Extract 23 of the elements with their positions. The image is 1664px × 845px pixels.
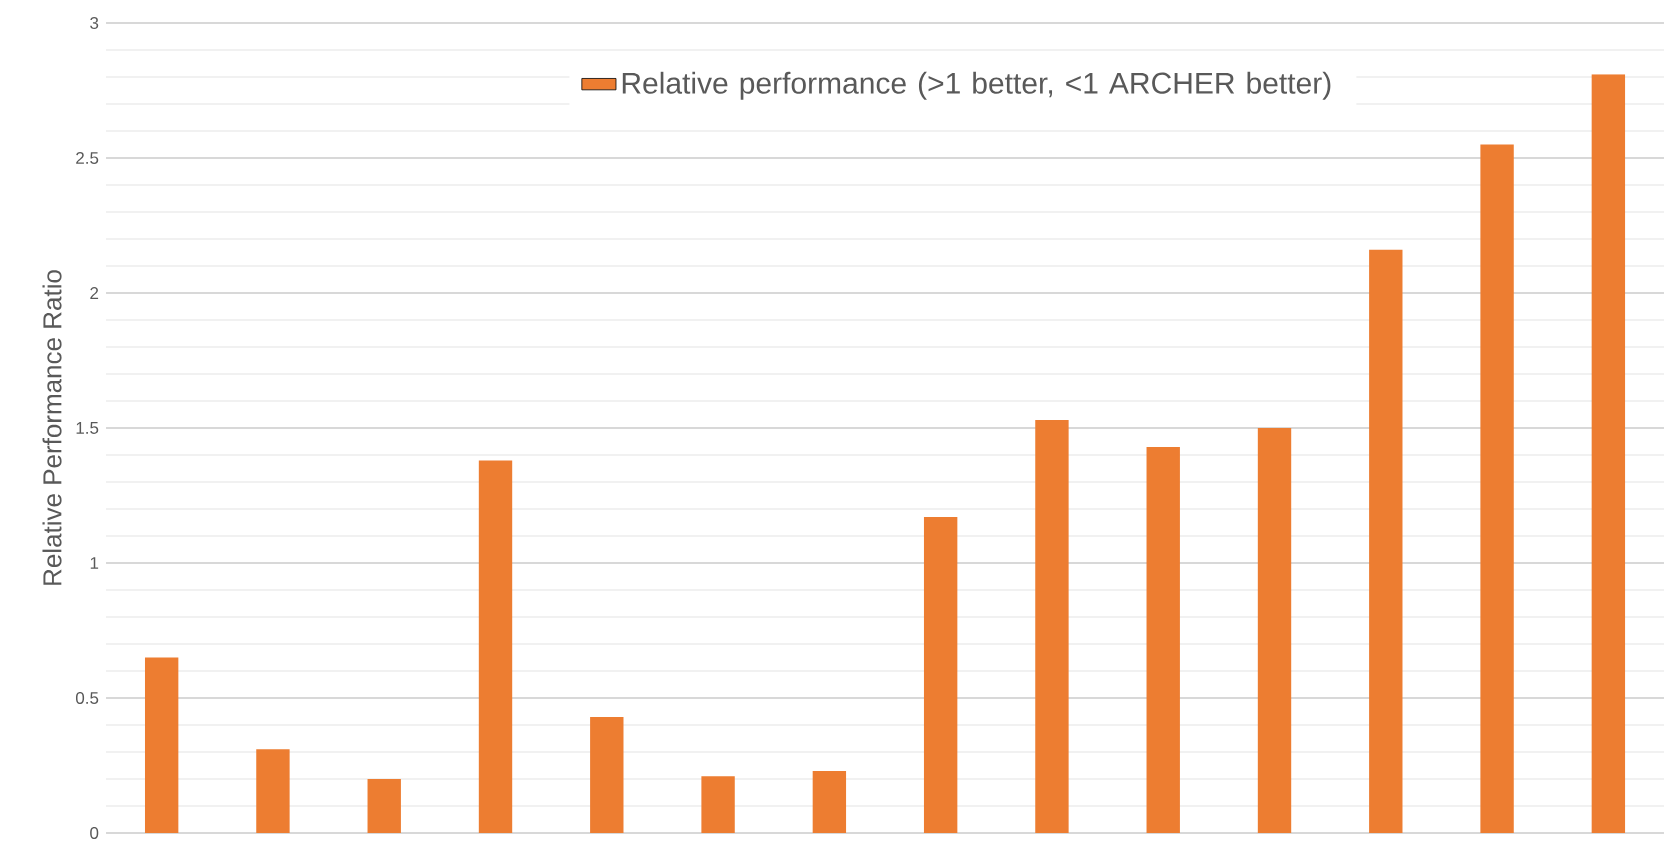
bar — [1369, 249, 1403, 833]
y-tick-label: 1.5 — [76, 422, 99, 434]
y-axis-title: Relative Performance Ratio — [42, 270, 62, 585]
y-tick-label: 0.5 — [75, 691, 99, 704]
y-tick-label: 2 — [90, 287, 99, 299]
y-tick-label: 2.5 — [76, 151, 99, 164]
y-tick-label: 3 — [90, 16, 99, 29]
bar — [367, 778, 401, 833]
bar — [1257, 427, 1292, 833]
y-tick-label: 1 — [90, 557, 99, 569]
bar — [923, 517, 958, 833]
legend-label: Relative performance (>1 better, <1 ARCHER better) — [622, 71, 1331, 100]
bar — [1480, 144, 1514, 833]
bar — [478, 460, 513, 833]
bar — [590, 716, 624, 833]
bar — [144, 657, 179, 833]
bar — [701, 776, 735, 833]
bar — [1035, 419, 1069, 833]
bar — [1146, 446, 1180, 833]
bar — [1591, 74, 1626, 833]
bar — [256, 749, 290, 833]
bar — [812, 770, 847, 833]
y-tick-label: 0 — [90, 826, 99, 839]
